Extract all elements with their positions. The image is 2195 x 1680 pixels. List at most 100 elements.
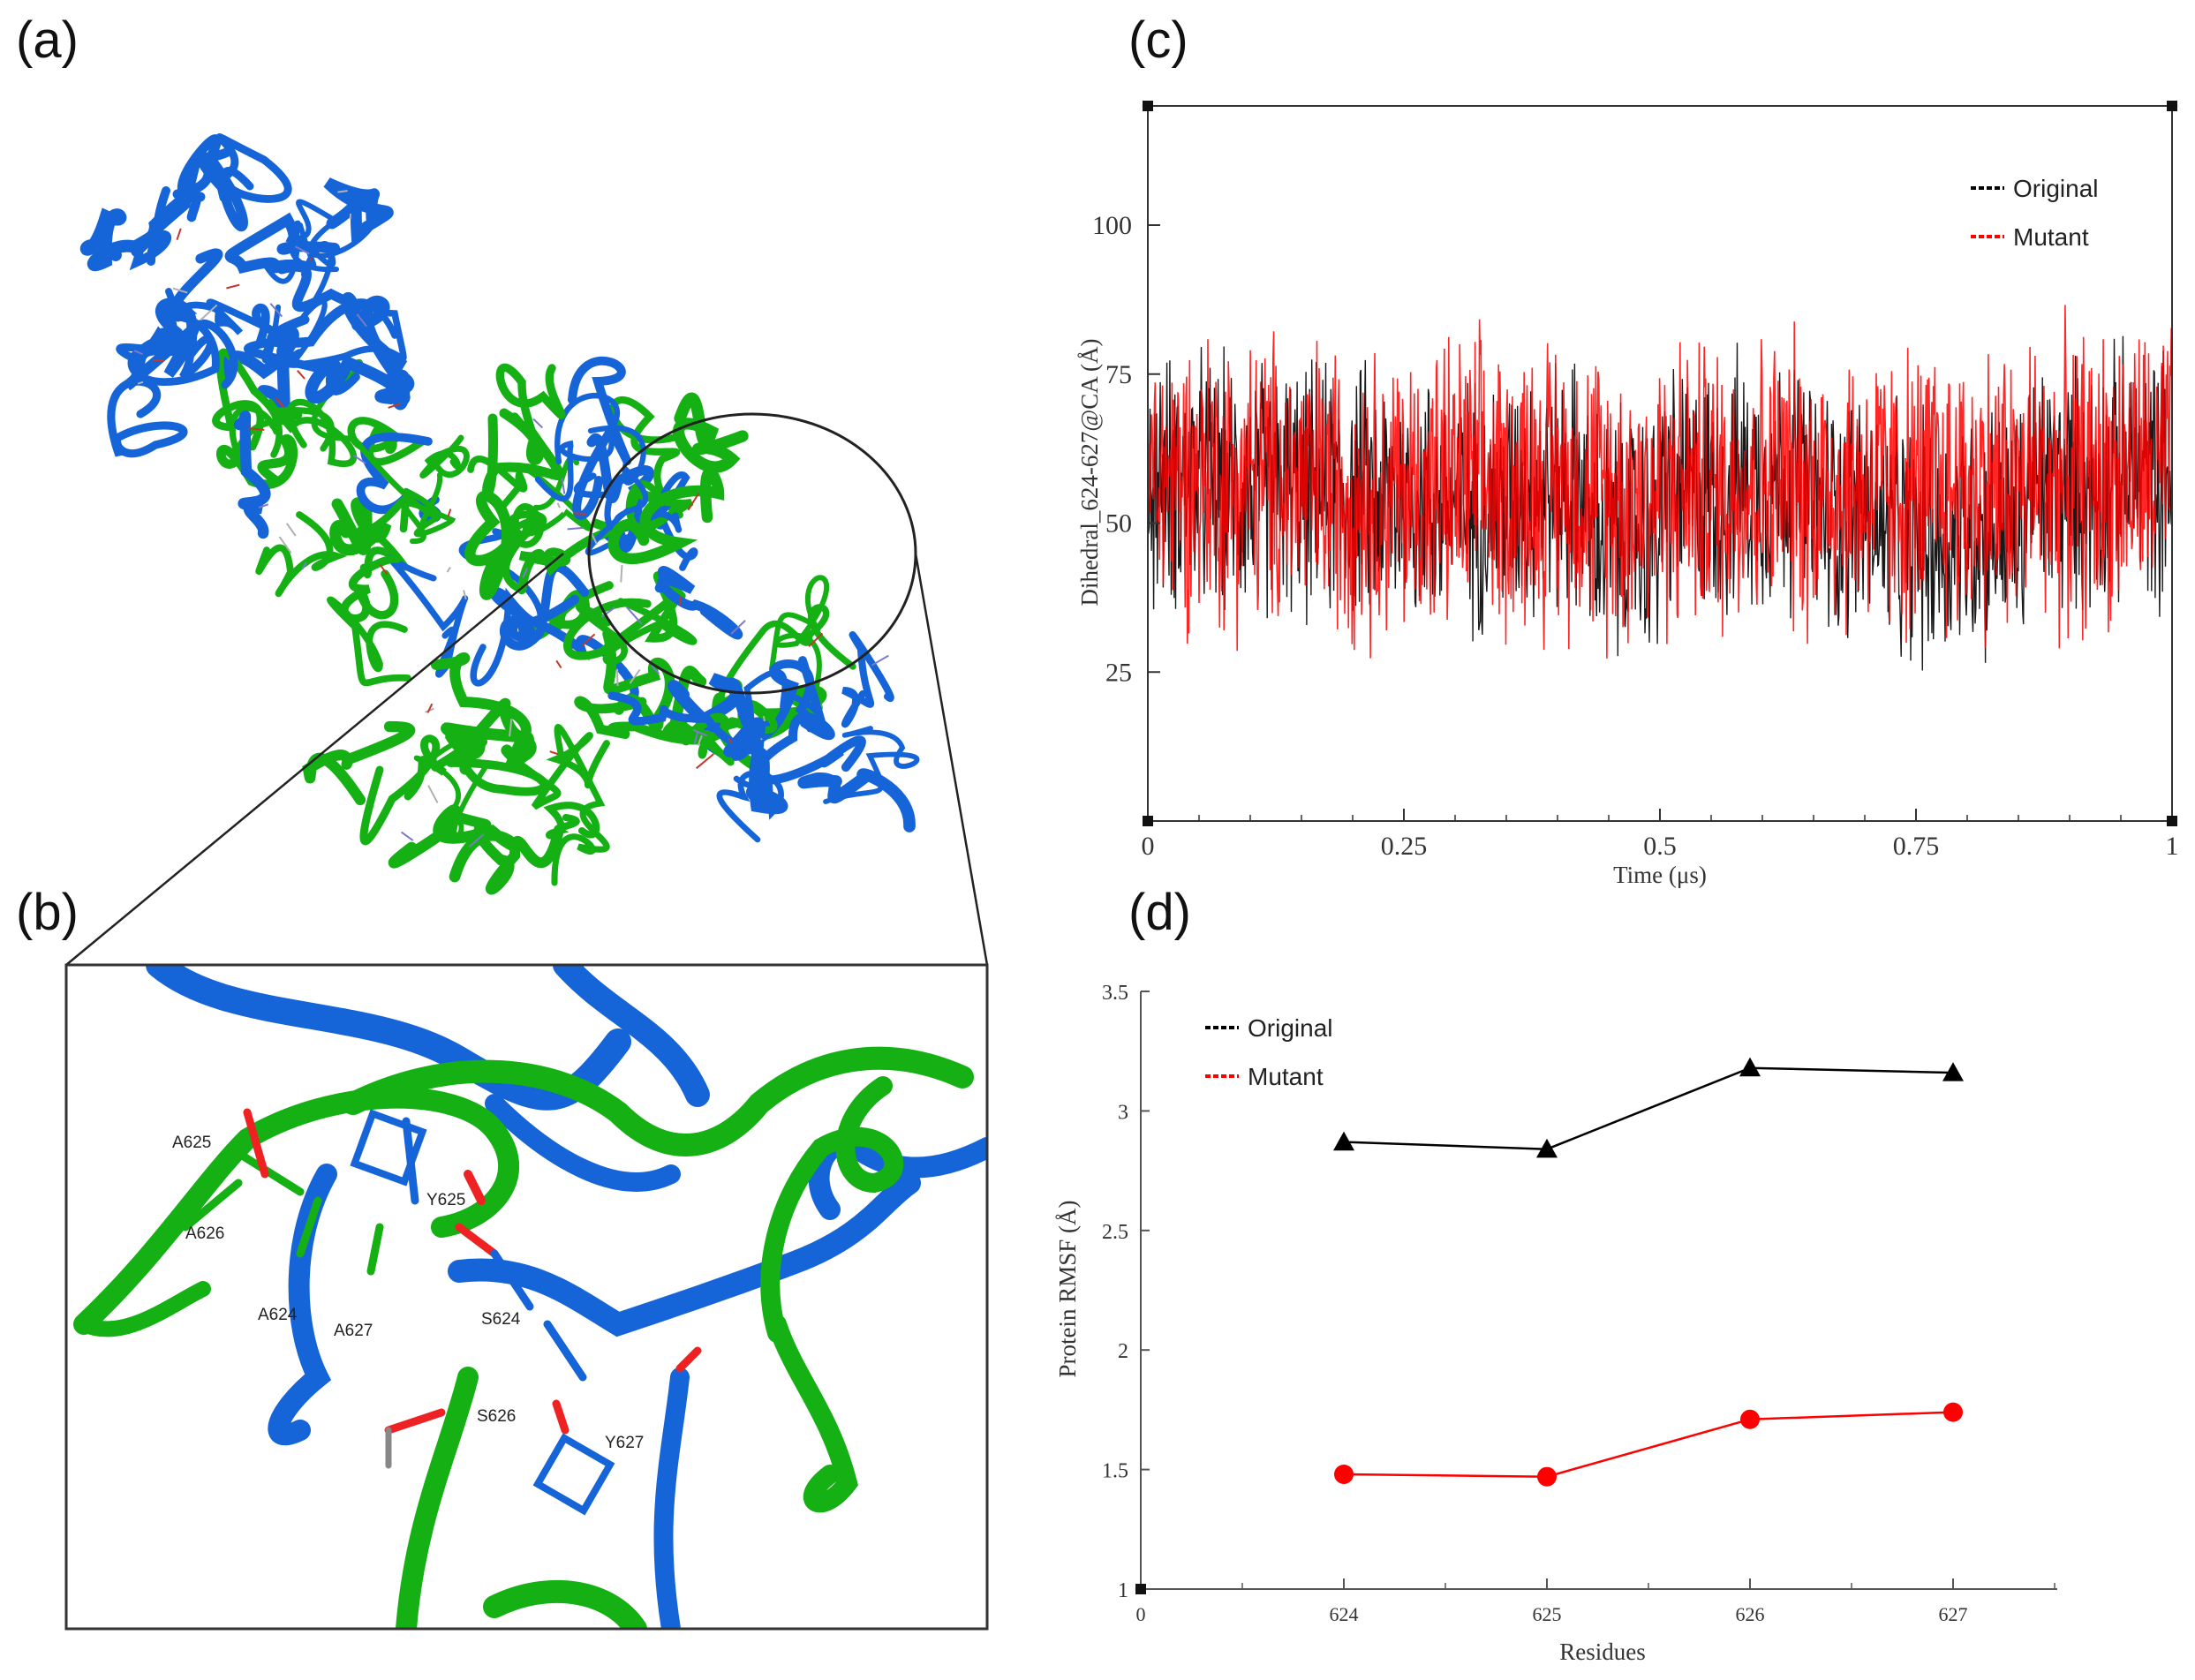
- ribbon-segment: [723, 717, 788, 815]
- panel-label-c: (c): [1128, 11, 1188, 69]
- ribbon-segment: [430, 652, 532, 765]
- y-tick-label: 1: [1118, 1579, 1128, 1602]
- ribbon-segment: [585, 425, 649, 556]
- side-chain-stick: [650, 664, 660, 674]
- ribbon-segment: [607, 691, 755, 757]
- green-ribbon: [767, 1315, 858, 1513]
- panel-label-a: (a): [16, 11, 79, 69]
- side-chain-stick: [692, 728, 708, 737]
- ribbon-segment: [495, 363, 566, 440]
- ribbon-segment: [654, 566, 743, 640]
- side-chain-stick: [696, 753, 714, 770]
- side-chain-stick: [687, 493, 700, 511]
- residue-label: S626: [477, 1407, 516, 1426]
- y-tick-label: 2: [1118, 1340, 1128, 1363]
- ribbon-segment: [305, 291, 411, 406]
- ribbon-segment: [506, 732, 610, 810]
- legend: Original Mutant: [1971, 175, 2098, 251]
- side-chain-stick: [226, 283, 240, 290]
- residue-label: A626: [185, 1224, 224, 1243]
- side-chain-stick: [555, 659, 562, 669]
- ribbon-segment: [576, 598, 698, 666]
- panel-label-b: (b): [16, 884, 79, 941]
- side-chain-stick: [133, 350, 144, 356]
- residue-label: Y627: [605, 1434, 644, 1452]
- side-chain-stick: [532, 418, 543, 429]
- side-chain-stick: [625, 606, 643, 625]
- side-chain-stick: [620, 565, 623, 583]
- ribbon-segment: [267, 398, 358, 467]
- data-point-original: [1739, 1057, 1761, 1077]
- x-tick-label: 625: [1533, 1603, 1562, 1625]
- side-chain-stick: [275, 397, 284, 408]
- side-chain-stick: [468, 833, 485, 848]
- side-chain-stick: [808, 632, 824, 648]
- x-tick-label: 626: [1736, 1603, 1765, 1625]
- y-axis-title: Protein RMSF (Å): [1054, 1200, 1081, 1377]
- side-chain-stick: [200, 304, 218, 321]
- ribbon-segment: [602, 471, 698, 571]
- side-chain-stick: [446, 566, 451, 573]
- zoom-line-right: [914, 553, 989, 966]
- blue-ribbon: [653, 1367, 690, 1629]
- side-chain-stick: [278, 536, 292, 554]
- data-point-mutant: [1740, 1409, 1760, 1429]
- legend-label-original: Original: [1248, 1014, 1332, 1042]
- legend: Original Mutant: [1205, 1014, 1332, 1090]
- residue-label: A627: [334, 1322, 373, 1340]
- side-chain-stick: [258, 503, 269, 509]
- frame-corner-marker: [2167, 101, 2177, 111]
- ribbon-segment: [402, 471, 456, 545]
- ribbon-segment: [323, 177, 394, 244]
- y-tick-label: 3.5: [1102, 982, 1128, 1005]
- side-chain-stick: [137, 380, 144, 385]
- green-ribbon: [760, 1076, 904, 1343]
- side-chain-stick: [297, 369, 305, 380]
- side-chain-stick: [730, 620, 746, 635]
- side-chain-stick: [447, 509, 452, 517]
- y-tick-label: 1.5: [1102, 1460, 1128, 1483]
- residue-label: Y625: [426, 1191, 465, 1209]
- x-axis-title: Time (μs): [1613, 862, 1707, 888]
- ribbon-segment: [573, 472, 683, 533]
- ribbon-segment: [769, 575, 830, 689]
- x-tick-label: 624: [1330, 1603, 1359, 1625]
- x-axis-title: Residues: [1559, 1639, 1646, 1665]
- side-chain-stick: [561, 478, 566, 494]
- side-chain-stick: [762, 715, 766, 722]
- side-chain-stick: [301, 561, 307, 570]
- residue-sticks: [181, 1108, 702, 1516]
- ribbon-segment: [124, 298, 200, 391]
- data-point-original: [1536, 1138, 1558, 1158]
- side-chain-stick: [582, 633, 596, 646]
- side-chain-stick: [356, 313, 367, 328]
- ribbon-segment: [351, 495, 410, 579]
- ribbon-segment: [517, 456, 592, 537]
- side-chain-stick: [629, 668, 641, 684]
- side-chain-stick: [285, 523, 297, 537]
- ribbon-segment: [543, 802, 600, 840]
- ribbon-segment: [441, 722, 537, 775]
- legend-label-mutant: Mutant: [2013, 223, 2089, 251]
- y-tick-label: 100: [1092, 211, 1132, 240]
- ribbon-segment: [214, 132, 292, 203]
- side-chain-stick: [463, 590, 467, 600]
- y-tick-label: 2.5: [1102, 1221, 1128, 1244]
- x-tick-label: 0: [1136, 1603, 1146, 1625]
- ribbon-segment: [79, 207, 144, 272]
- zoom-frame: [64, 963, 989, 1631]
- ribbon-segment: [224, 212, 340, 275]
- side-chain-stick: [401, 831, 414, 841]
- side-chain-stick: [337, 190, 348, 193]
- origin-marker: [1135, 1584, 1146, 1594]
- ribbon-segment: [388, 804, 519, 883]
- y-tick-label: 50: [1105, 509, 1132, 539]
- side-chain-stick: [269, 303, 283, 318]
- ribbon-segment: [467, 456, 545, 548]
- ribbon-segment: [255, 511, 348, 598]
- residue-label: A625: [172, 1134, 211, 1152]
- side-chain-stick: [697, 735, 703, 746]
